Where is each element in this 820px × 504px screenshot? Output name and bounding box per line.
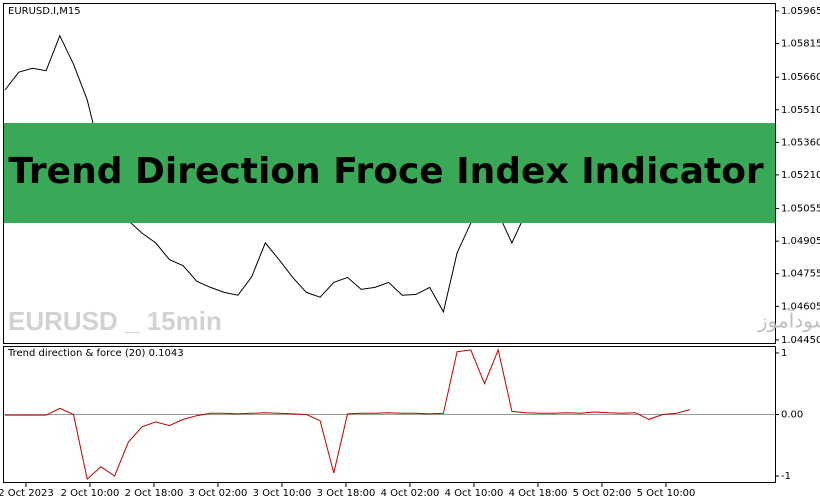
x-tick-label: 4 Oct 02:00 xyxy=(381,488,440,499)
price-panel xyxy=(3,3,776,344)
y-tick-label: 1.05660 xyxy=(781,72,820,83)
chart-title: EURUSD.I,M15 xyxy=(8,6,81,17)
y-tick-label: 1.04450 xyxy=(781,335,820,346)
y-tick-label: 1.05360 xyxy=(781,137,820,148)
y-tick-label: -1 xyxy=(781,471,791,482)
y-tick-label: 1.05965 xyxy=(781,6,820,17)
x-tick-label: 3 Oct 10:00 xyxy=(253,488,312,499)
x-tick-label: 4 Oct 18:00 xyxy=(509,488,568,499)
y-tick-label: 1.05815 xyxy=(781,39,820,50)
y-tick-label: 1.05055 xyxy=(781,204,820,215)
y-tick-label: 1.05510 xyxy=(781,105,820,116)
x-tick-label: 2 Oct 18:00 xyxy=(125,488,184,499)
y-tick-label: 1.04905 xyxy=(781,236,820,247)
series-line xyxy=(5,348,691,481)
y-tick-label: 1 xyxy=(781,348,787,359)
x-tick-label: 4 Oct 10:00 xyxy=(445,488,504,499)
x-tick-label: 2 Oct 2023 xyxy=(0,488,54,499)
y-tick-label: 1.04605 xyxy=(781,301,820,312)
x-tick-label: 5 Oct 10:00 xyxy=(637,488,696,499)
watermark: EURUSD _ 15min xyxy=(8,306,222,336)
watermark-site: انتشار در سایت سودآموز xyxy=(757,308,820,333)
x-tick-label: 5 Oct 02:00 xyxy=(573,488,632,499)
banner-text: Trend Direction Froce Index Indicator xyxy=(8,151,764,192)
x-tick-label: 2 Oct 10:00 xyxy=(61,488,120,499)
x-tick-label: 3 Oct 02:00 xyxy=(189,488,248,499)
y-tick-label: 0.00 xyxy=(781,410,803,421)
banner xyxy=(4,123,775,223)
y-tick-label: 1.05210 xyxy=(781,170,820,181)
x-tick-label: 3 Oct 18:00 xyxy=(317,488,376,499)
y-tick-label: 1.04755 xyxy=(781,269,820,280)
indicator-title: Trend direction & force (20) 0.1043 xyxy=(7,348,184,359)
